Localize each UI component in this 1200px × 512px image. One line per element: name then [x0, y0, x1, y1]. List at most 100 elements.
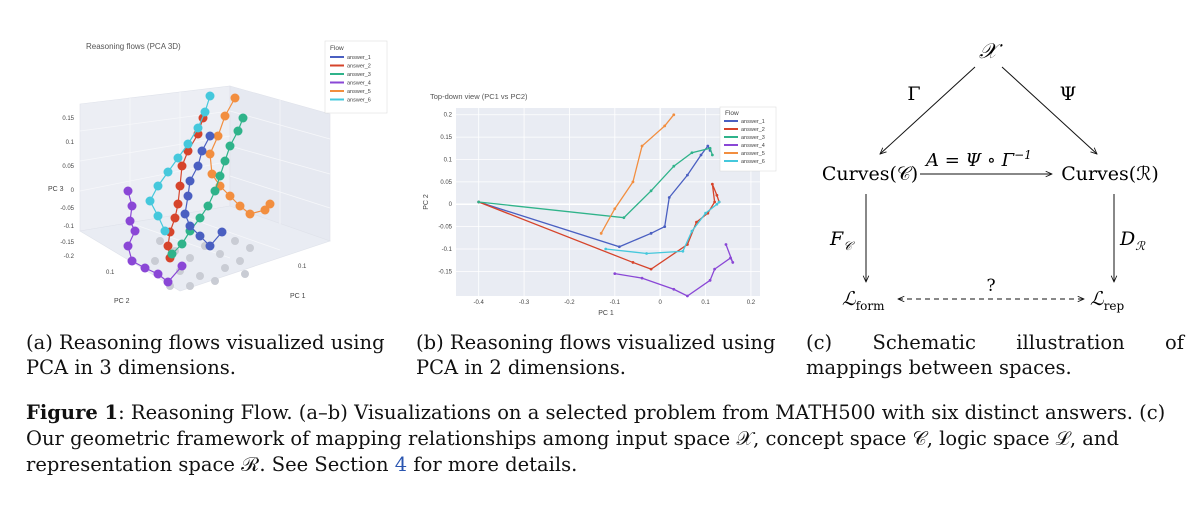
shadow-point [241, 270, 249, 278]
flow-point-answer_4 [163, 277, 173, 287]
psi-arrow [1001, 66, 1097, 154]
flow-point-answer_1 [195, 231, 205, 241]
y-tick-label: 0.2 [444, 113, 453, 119]
flow-point-answer_5 [220, 111, 230, 121]
flow-point-answer_3 [220, 156, 230, 166]
gamma-label: Γ [907, 83, 920, 105]
flow-point-answer_2 [163, 241, 173, 251]
flow-point-answer_3 [210, 186, 220, 196]
flow-point-answer_5 [205, 149, 215, 159]
subcaption-a: (a) Reasoning flows visualized using PCA… [26, 331, 385, 379]
z-tick: -0.05 [60, 206, 74, 212]
d-label: Dℛ [1119, 228, 1146, 253]
flow-point-answer_3 [225, 141, 235, 151]
panel-b-2d-chart: Top-down view (PC1 vs PC2) -0.4 -0.3 -0.2-… [423, 92, 777, 317]
shadow-point [216, 250, 224, 258]
data-point-answer_2 [695, 220, 698, 224]
data-point-answer_1 [686, 173, 689, 177]
z-tick: -0.15 [60, 240, 74, 246]
data-point-answer_2 [715, 193, 719, 197]
flow-point-answer_6 [145, 196, 155, 206]
flow-point-answer_2 [177, 161, 187, 171]
data-point-answer_6 [645, 252, 648, 255]
figure-label: Figure 1 [26, 401, 119, 424]
panel-a-title: Reasoning flows (PCA 3D) [86, 42, 181, 51]
legend-label: answer_4 [741, 143, 765, 149]
logic-form-node: ℒform [842, 288, 885, 313]
legend-label: answer_4 [347, 81, 371, 87]
legend-label: answer_5 [741, 151, 765, 157]
data-point-answer_6 [681, 249, 685, 253]
data-point-answer_5 [613, 207, 617, 211]
panel-c-diagram: 𝒳 Γ Ψ Curves(𝒞) Curves(ℛ) A = Ψ ∘ Γ−1 F𝒞… [822, 39, 1159, 313]
data-point-answer_6 [604, 247, 608, 251]
data-point-answer_1 [667, 196, 671, 199]
shadow-point [156, 237, 164, 245]
data-point-answer_4 [729, 256, 732, 260]
shadow-point [236, 257, 244, 265]
y-tick-label: 0.05 [440, 180, 452, 186]
flow-point-answer_2 [175, 181, 185, 191]
data-point-answer_3 [710, 153, 714, 157]
y-axis-label: PC 2 [114, 298, 130, 305]
data-point-answer_6 [690, 229, 694, 233]
flow-point-answer_5 [225, 191, 235, 201]
data-point-answer_1 [699, 153, 703, 157]
f-label: F𝒞 [829, 228, 855, 253]
x-tick-label: -0.1 [610, 300, 621, 306]
flow-point-answer_5 [235, 201, 245, 211]
flow-point-answer_3 [203, 201, 213, 211]
data-point-answer_2 [713, 200, 717, 204]
flow-point-answer_4 [123, 186, 133, 196]
data-point-answer_5 [672, 113, 676, 117]
flow-point-answer_6 [163, 167, 173, 177]
gamma-arrow [880, 66, 976, 154]
flow-point-answer_2 [173, 199, 183, 209]
subcaption-b: (b) Reasoning flows visualized using PCA… [416, 331, 776, 379]
data-point-answer_6 [704, 211, 707, 215]
flow-point-answer_3 [215, 171, 225, 181]
flow-point-answer_4 [127, 256, 137, 266]
plot-area [456, 108, 760, 296]
flow-point-answer_1 [205, 131, 215, 141]
data-point-answer_1 [663, 225, 667, 229]
flow-point-answer_1 [185, 176, 195, 186]
shadow-point [186, 254, 194, 262]
subcaption-c: (c) Schematic illustration of mappings b… [806, 331, 1184, 379]
z-tick: -0.2 [64, 254, 75, 260]
flow-line-answer_1 [184, 135, 223, 247]
data-point-answer_6 [717, 200, 721, 204]
flow-point-answer_6 [193, 123, 203, 133]
y-tick-label: 0.15 [440, 135, 452, 141]
x-tick-label: -0.2 [564, 300, 575, 306]
data-point-answer_3 [477, 200, 481, 204]
z-tick: 0.15 [62, 116, 74, 122]
data-point-answer_5 [640, 144, 644, 148]
shadow-point [231, 237, 239, 245]
data-point-answer_5 [663, 124, 667, 128]
data-point-answer_2 [649, 267, 653, 271]
data-point-answer_1 [649, 231, 653, 235]
flow-point-answer_2 [170, 213, 180, 223]
shadow-point [246, 244, 254, 252]
data-point-answer_1 [617, 245, 621, 249]
flow-point-answer_2 [183, 146, 193, 156]
x-tick-label: 0.2 [747, 300, 756, 306]
z-axis-label: PC 3 [48, 186, 64, 193]
series-lines [477, 113, 735, 298]
data-point-answer_4 [686, 294, 689, 298]
section-link[interactable]: 4 [394, 453, 408, 476]
curves-concept-node: Curves(𝒞) [822, 163, 918, 185]
flow-point-answer_6 [200, 107, 210, 117]
panel-a-3d-plot: Reasoning flows (PCA 3D) 0.15 0.1 0.05 0… [48, 40, 388, 305]
flow-point-answer_1 [205, 241, 215, 251]
input-space-node: 𝒳 [979, 39, 1003, 63]
z-tick: 0 [71, 188, 75, 194]
flow-point-answer_6 [173, 153, 183, 163]
legend-label: answer_6 [347, 98, 371, 104]
flow-point-answer_4 [130, 226, 140, 236]
flow-point-answer_4 [127, 201, 137, 211]
logic-rep-node: ℒrep [1090, 288, 1125, 313]
legend-entries: answer_1 answer_2 answer_3 answer_4 answer_5… [330, 55, 371, 104]
legend-box [324, 40, 388, 114]
